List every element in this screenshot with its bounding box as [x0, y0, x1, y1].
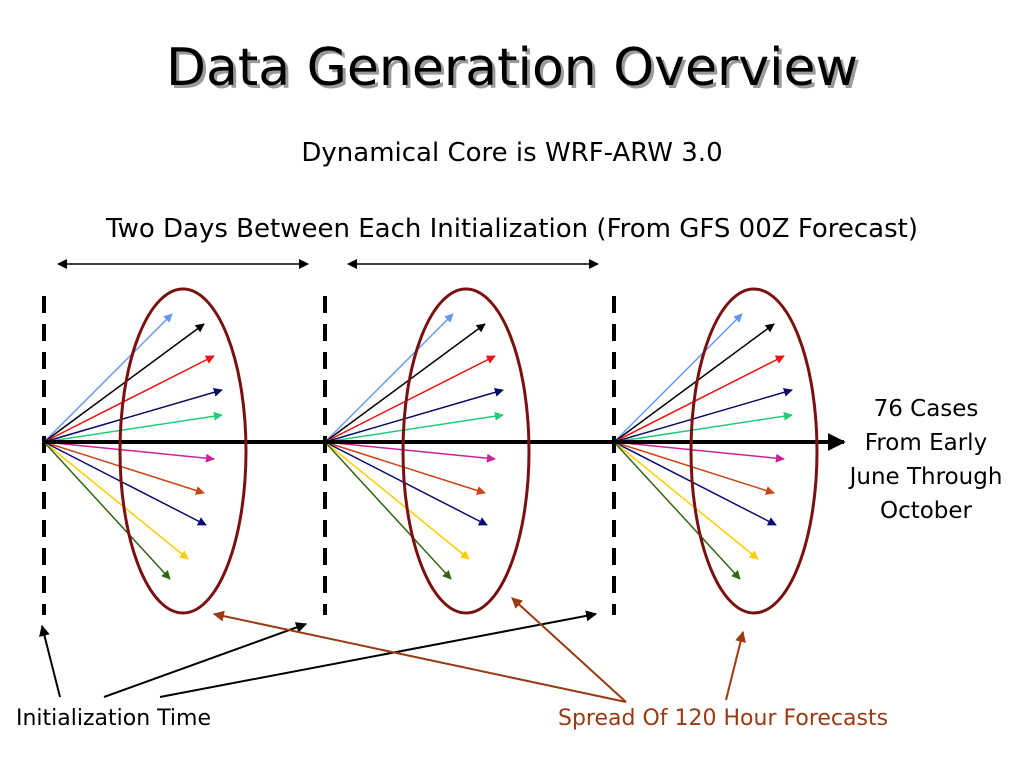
forecast-arrow — [613, 441, 775, 495]
forecast-arrow — [324, 355, 496, 443]
forecast-arrow — [43, 323, 205, 443]
forecast-arrow — [43, 313, 173, 443]
forecast-arrow — [613, 387, 793, 443]
cases-line: From Early — [864, 430, 988, 456]
initialization-pointer — [159, 610, 598, 698]
forecast-arrow — [613, 323, 775, 443]
forecast-arrow — [324, 387, 504, 443]
forecast-arrow — [43, 441, 171, 580]
forecast-arrow — [43, 355, 215, 443]
forecast-arrow — [324, 313, 454, 443]
forecast-arrow — [613, 355, 785, 443]
forecast-arrow — [613, 441, 759, 560]
forecast-arrow — [324, 441, 496, 463]
cases-note: 76 Cases From Early June Through October — [828, 392, 1024, 528]
forecast-arrow — [43, 411, 223, 443]
forecast-arrow — [324, 441, 488, 526]
forecast-arrow — [613, 411, 793, 443]
cases-line: October — [879, 498, 973, 524]
forecast-arrow — [613, 313, 743, 443]
spacing-note: Two Days Between Each Initialization (Fr… — [106, 214, 918, 244]
forecast-arrow — [324, 323, 486, 443]
forecast-arrow — [324, 441, 452, 580]
subtitle: Dynamical Core is WRF-ARW 3.0 — [301, 138, 723, 168]
spread-pointer — [511, 597, 627, 703]
spread-pointer — [212, 610, 627, 703]
forecast-arrow — [43, 441, 207, 526]
initialization-pointer — [103, 622, 308, 698]
forecast-arrow — [613, 441, 741, 580]
cases-line: June Through — [849, 464, 1003, 490]
spread-pointer — [725, 630, 746, 701]
forecast-spread-ellipse — [689, 287, 819, 615]
forecast-spread-ellipse — [118, 287, 248, 615]
initialization-pointer — [39, 624, 61, 698]
forecast-arrow — [324, 441, 470, 560]
forecast-arrow — [43, 441, 215, 463]
forecast-arrow — [43, 441, 205, 495]
initialization-time-label: Initialization Time — [16, 706, 211, 731]
forecast-spread-ellipse — [401, 287, 531, 615]
forecast-spread-label: Spread Of 120 Hour Forecasts — [558, 706, 889, 731]
cases-line: 76 Cases — [873, 396, 979, 422]
slide-title: Data Generation Overview — [165, 38, 859, 98]
forecast-arrow — [43, 441, 189, 560]
forecast-arrow — [613, 441, 777, 526]
forecast-arrow — [324, 441, 486, 495]
forecast-arrow — [613, 441, 785, 463]
forecast-arrow — [43, 387, 223, 443]
forecast-arrow — [324, 411, 504, 443]
